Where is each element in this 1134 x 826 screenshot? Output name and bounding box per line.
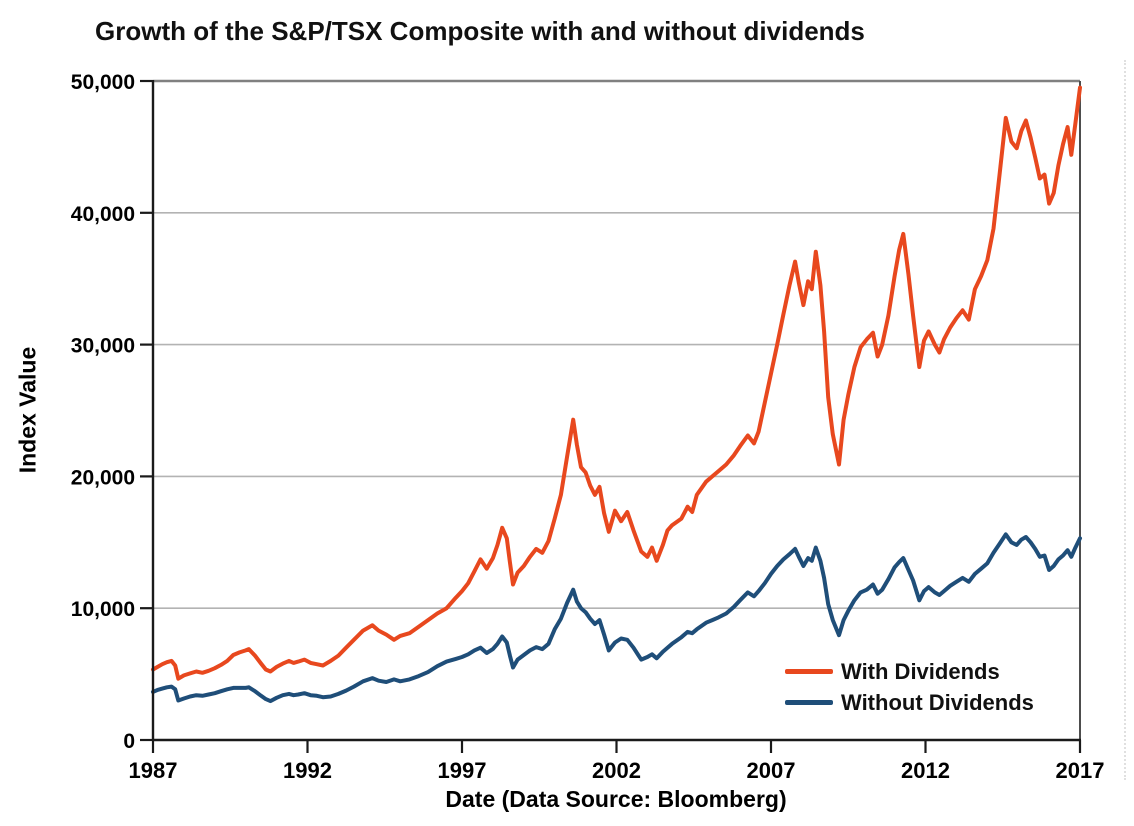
- svg-text:1997: 1997: [438, 758, 487, 783]
- x-axis-title: Date (Data Source: Bloomberg): [445, 786, 787, 812]
- svg-text:2002: 2002: [592, 758, 641, 783]
- legend-swatch-with-dividends-icon: [785, 669, 833, 674]
- svg-text:20,000: 20,000: [71, 466, 135, 489]
- svg-text:10,000: 10,000: [71, 598, 135, 621]
- svg-text:30,000: 30,000: [71, 335, 135, 358]
- svg-text:1992: 1992: [283, 758, 332, 783]
- legend-swatch-without-dividends-icon: [785, 700, 833, 705]
- legend-label-without-dividends: Without Dividends: [841, 690, 1034, 715]
- svg-text:2017: 2017: [1056, 758, 1105, 783]
- svg-text:50,000: 50,000: [71, 71, 135, 94]
- legend-label-with-dividends: With Dividends: [841, 659, 1000, 684]
- svg-text:2007: 2007: [747, 758, 796, 783]
- right-margin-dotted-artifact: [1124, 60, 1126, 780]
- svg-text:2012: 2012: [901, 758, 950, 783]
- svg-text:40,000: 40,000: [71, 203, 135, 226]
- svg-text:1987: 1987: [129, 758, 178, 783]
- svg-text:0: 0: [123, 730, 135, 753]
- chart-title: Growth of the S&P/TSX Composite with and…: [95, 16, 865, 46]
